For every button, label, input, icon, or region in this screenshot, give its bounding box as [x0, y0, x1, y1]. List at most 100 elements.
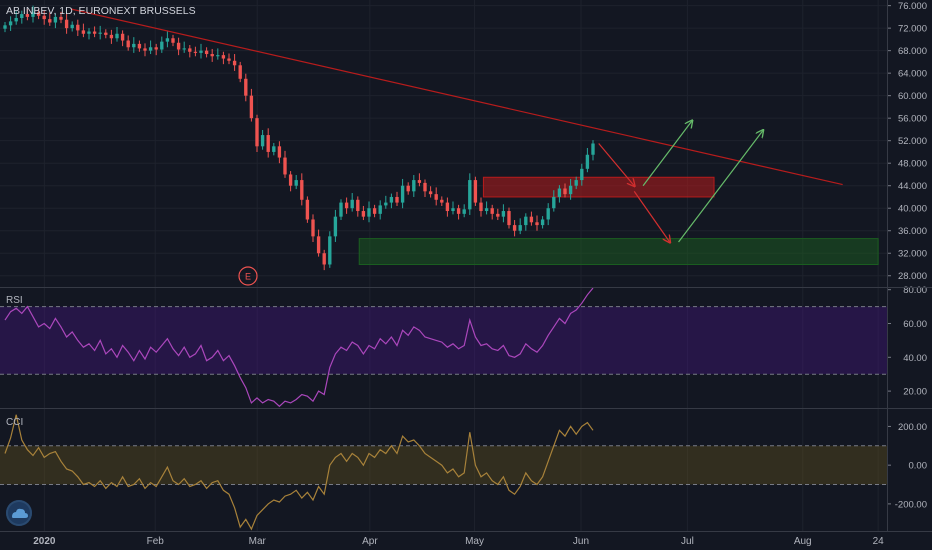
candle-body[interactable]	[400, 185, 405, 203]
candle-body[interactable]	[378, 205, 382, 214]
candle-body[interactable]	[300, 180, 304, 200]
candle-body[interactable]	[518, 225, 522, 231]
candle-body[interactable]	[132, 43, 136, 48]
candle-body[interactable]	[171, 38, 175, 43]
red-arrow[interactable]	[633, 190, 669, 242]
candle-body[interactable]	[260, 135, 265, 147]
candle-body[interactable]	[305, 199, 310, 220]
drawing-overlays[interactable]: E	[70, 8, 843, 286]
candle-body[interactable]	[238, 65, 242, 79]
candle-body[interactable]	[529, 216, 534, 223]
candle-body[interactable]	[277, 146, 282, 158]
candle-body[interactable]	[395, 196, 399, 203]
tradingview-logo-icon[interactable]	[6, 500, 32, 526]
candle-body[interactable]	[440, 199, 444, 203]
candle-body[interactable]	[227, 58, 231, 61]
cci-title[interactable]: CCI	[6, 417, 23, 428]
candle-body[interactable]	[417, 180, 422, 183]
candle-body[interactable]	[501, 211, 506, 217]
candle-body[interactable]	[333, 216, 338, 237]
candle-body[interactable]	[445, 202, 450, 212]
candle-body[interactable]	[199, 50, 203, 53]
candle-body[interactable]	[322, 253, 326, 265]
candle-body[interactable]	[182, 48, 186, 50]
candle-body[interactable]	[143, 48, 147, 51]
candle-body[interactable]	[221, 55, 226, 59]
candle-body[interactable]	[244, 78, 248, 96]
candle-body[interactable]	[540, 219, 545, 226]
candle-body[interactable]	[232, 60, 237, 66]
candle-body[interactable]	[176, 42, 181, 50]
candle-body[interactable]	[591, 143, 595, 155]
candle-body[interactable]	[367, 208, 371, 217]
candle-body[interactable]	[31, 12, 35, 17]
candle-body[interactable]	[137, 43, 142, 49]
candle-body[interactable]	[361, 211, 366, 217]
candlestick-series[interactable]	[3, 5, 595, 271]
candle-body[interactable]	[104, 32, 108, 35]
candle-body[interactable]	[165, 38, 170, 42]
candle-body[interactable]	[350, 199, 354, 209]
trendline[interactable]	[70, 8, 843, 186]
candle-body[interactable]	[428, 191, 433, 195]
candle-body[interactable]	[507, 211, 511, 226]
candle-body[interactable]	[456, 208, 461, 214]
rsi-pane[interactable]: 80.00 60.00 40.00 20.00	[0, 285, 927, 408]
candle-body[interactable]	[25, 14, 30, 17]
symbol-title[interactable]: AB INBEV, 1D, EURONEXT BRUSSELS	[6, 5, 196, 17]
candle-body[interactable]	[294, 180, 298, 186]
candle-body[interactable]	[423, 182, 427, 192]
candle-body[interactable]	[210, 54, 214, 57]
candle-body[interactable]	[311, 219, 315, 237]
candle-body[interactable]	[36, 12, 41, 16]
candle-body[interactable]	[384, 202, 388, 206]
earnings-marker[interactable]	[238, 266, 258, 286]
candle-body[interactable]	[115, 33, 119, 39]
candle-body[interactable]	[372, 208, 377, 214]
candle-body[interactable]	[546, 208, 550, 220]
candle-body[interactable]	[249, 95, 254, 119]
candle-body[interactable]	[574, 180, 578, 186]
candle-body[interactable]	[316, 236, 321, 254]
candle-body[interactable]	[412, 180, 416, 192]
candle-body[interactable]	[109, 34, 114, 39]
candle-body[interactable]	[328, 236, 332, 265]
candle-body[interactable]	[188, 48, 192, 52]
candle-body[interactable]	[344, 202, 349, 209]
candle-body[interactable]	[434, 194, 438, 200]
candle-body[interactable]	[8, 21, 13, 26]
candle-body[interactable]	[81, 30, 86, 34]
candle-body[interactable]	[524, 216, 528, 226]
candle-body[interactable]	[283, 157, 287, 175]
candle-body[interactable]	[288, 174, 293, 186]
candle-body[interactable]	[512, 225, 517, 231]
red-arrow[interactable]	[598, 143, 634, 186]
candle-body[interactable]	[64, 19, 69, 29]
candle-body[interactable]	[53, 16, 58, 23]
cci-pane[interactable]: 200.00 0.00 -200.00	[0, 414, 927, 531]
candle-body[interactable]	[204, 50, 209, 55]
candle-body[interactable]	[92, 31, 97, 34]
candle-body[interactable]	[468, 180, 472, 210]
candle-body[interactable]	[490, 208, 494, 214]
candle-body[interactable]	[48, 19, 52, 23]
cci-line[interactable]	[4, 414, 594, 531]
candle-body[interactable]	[563, 188, 567, 195]
candle-body[interactable]	[356, 199, 360, 212]
candle-body[interactable]	[126, 40, 130, 48]
candle-body[interactable]	[98, 32, 102, 34]
candle-body[interactable]	[272, 146, 276, 152]
candle-body[interactable]	[473, 180, 478, 203]
candle-body[interactable]	[339, 202, 343, 217]
candle-body[interactable]	[389, 196, 394, 203]
rsi-line[interactable]	[4, 287, 594, 408]
support-zone[interactable]	[358, 238, 879, 265]
candle-body[interactable]	[14, 18, 18, 22]
candle-body[interactable]	[580, 168, 584, 181]
candle-body[interactable]	[42, 15, 46, 20]
rsi-title[interactable]: RSI	[6, 295, 23, 306]
green-arrow[interactable]	[642, 121, 692, 187]
candle-body[interactable]	[496, 213, 500, 217]
candle-body[interactable]	[76, 24, 80, 31]
